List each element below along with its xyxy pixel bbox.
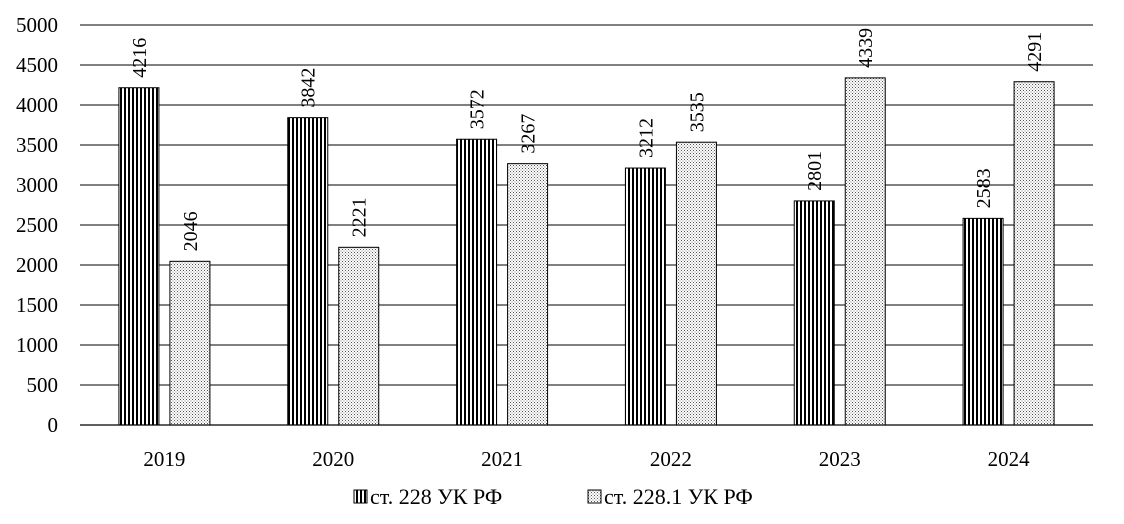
bar-series-1-2019 [118, 87, 160, 426]
y-tick-label: 4500 [16, 53, 58, 77]
bar-series-2-2019 [169, 260, 211, 426]
data-label-series-1-2020: 3842 [298, 68, 320, 108]
bar-series-2-2024 [1013, 81, 1055, 426]
bar-series-1-2020 [287, 117, 329, 426]
y-tick-label: 3500 [16, 133, 58, 157]
x-category-label: 2021 [481, 447, 523, 471]
x-category-label: 2023 [819, 447, 861, 471]
x-category-label: 2024 [988, 447, 1031, 471]
data-label-series-1-2024: 2583 [973, 168, 995, 208]
bar-series-2-2021 [507, 163, 549, 426]
data-labels: 4216 2046 3842 2221 3572 3267 3212 3535 2801 4339… [129, 28, 1046, 251]
legend-swatch-series-2 [587, 489, 602, 504]
bar-series-1-2022 [624, 167, 666, 426]
bars [118, 77, 1055, 426]
data-label-series-2-2021: 3267 [518, 114, 540, 154]
data-label-series-2-2024: 4291 [1024, 32, 1046, 72]
legend: ст. 228 УК РФ ст. 228.1 УК РФ [353, 484, 753, 509]
bar-series-1-2024 [962, 217, 1004, 426]
data-label-series-1-2019: 4216 [129, 38, 151, 78]
legend-label-series-2: ст. 228.1 УК РФ [604, 484, 753, 509]
data-label-series-1-2023: 2801 [804, 151, 826, 191]
y-tick-label: 1000 [16, 333, 58, 357]
gridlines [80, 24, 1093, 386]
x-category-label: 2020 [312, 447, 354, 471]
bar-series-1-2021 [456, 138, 498, 426]
data-label-series-2-2019: 2046 [180, 211, 202, 251]
y-tick-label: 1500 [16, 293, 58, 317]
y-axis-ticks: 0 500 1000 1500 2000 2500 3000 3500 4000 4500 5000 [16, 13, 58, 437]
bar-series-1-2023 [793, 200, 835, 426]
x-axis-categories: 2019 2020 2021 2022 2023 2024 [143, 447, 1030, 471]
data-label-series-2-2020: 2221 [349, 197, 371, 237]
x-category-label: 2022 [650, 447, 692, 471]
y-tick-label: 2500 [16, 213, 58, 237]
y-tick-label: 3000 [16, 173, 58, 197]
bar-series-2-2022 [675, 141, 717, 426]
y-tick-label: 4000 [16, 93, 58, 117]
legend-label-series-1: ст. 228 УК РФ [370, 484, 502, 509]
x-category-label: 2019 [143, 447, 185, 471]
data-label-series-2-2022: 3535 [686, 92, 708, 132]
bar-series-2-2020 [338, 246, 380, 426]
y-tick-label: 0 [48, 413, 59, 437]
data-label-series-1-2021: 3572 [467, 89, 489, 129]
bar-series-2-2023 [844, 77, 886, 426]
y-tick-label: 5000 [16, 13, 58, 37]
legend-swatch-series-1 [353, 489, 368, 504]
y-tick-label: 2000 [16, 253, 58, 277]
data-label-series-1-2022: 3212 [635, 118, 657, 158]
data-label-series-2-2023: 4339 [855, 28, 877, 68]
y-tick-label: 500 [27, 373, 59, 397]
